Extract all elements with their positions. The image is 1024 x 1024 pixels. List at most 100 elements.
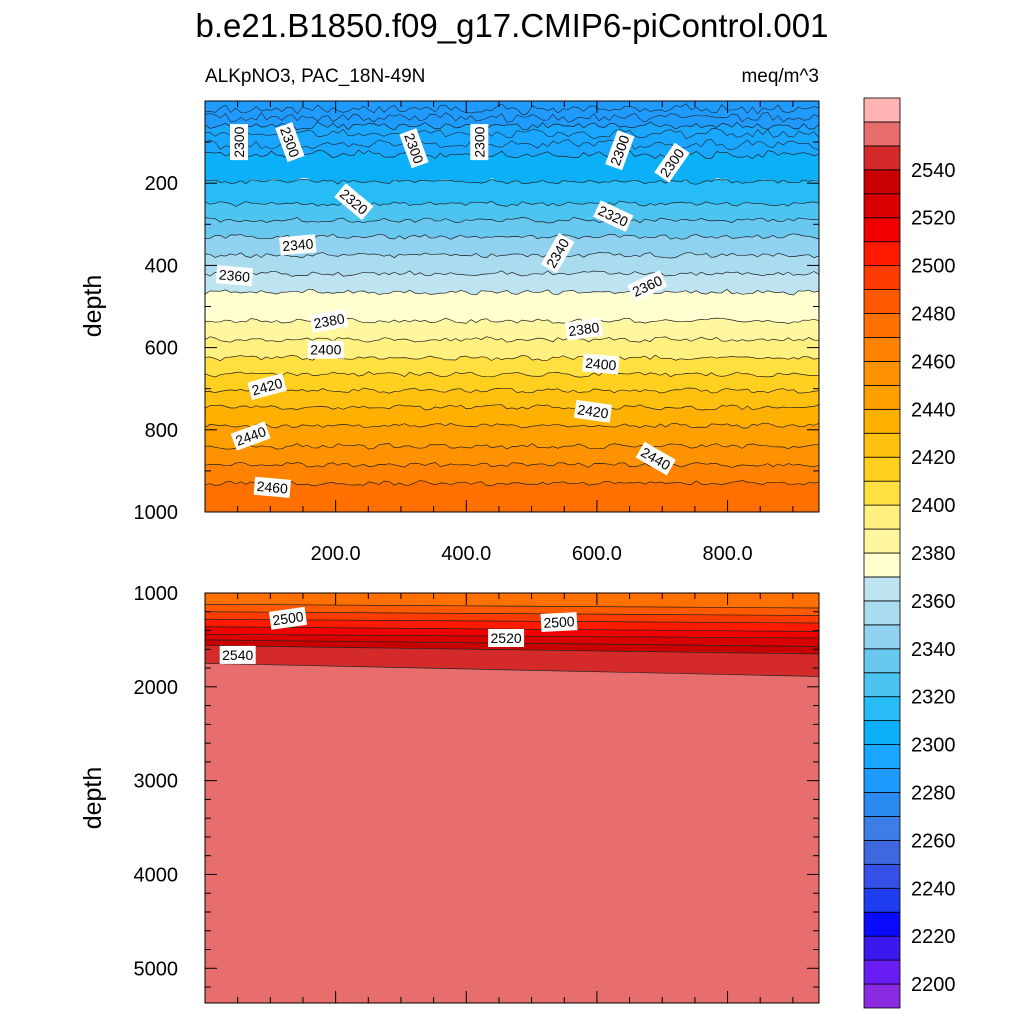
colorbar-segment	[863, 337, 901, 362]
colorbar-segment	[863, 600, 901, 626]
y-tick-label: 600	[145, 338, 178, 360]
contour-label-text: 2520	[491, 630, 522, 646]
colorbar-segment	[863, 169, 901, 195]
colorbar-segment	[863, 552, 901, 578]
contour-label: 2380	[309, 308, 349, 333]
bottom-panel-frame	[204, 592, 820, 1004]
contour-line	[205, 618, 819, 624]
colorbar-segment	[863, 480, 901, 506]
contour-label: 2460	[253, 476, 292, 498]
colorbar-tick-label: 2380	[911, 543, 956, 565]
colorbar-segment	[863, 696, 901, 722]
colorbar-segment	[863, 720, 901, 745]
colorbar-tick-label: 2440	[911, 399, 956, 421]
contour-band	[205, 663, 819, 1003]
contour-line	[205, 178, 819, 185]
contour-line	[205, 354, 819, 362]
contour-label: 2400	[307, 340, 344, 359]
colorbar-segment	[863, 528, 901, 554]
contour-label: 2500	[540, 612, 578, 633]
contour-band	[205, 288, 819, 324]
colorbar-tick-label: 2360	[911, 591, 956, 613]
colorbar-segment	[863, 121, 901, 147]
chart-title: b.e21.B1850.f09_g17.CMIP6-piControl.001	[196, 7, 829, 44]
colorbar-segment	[863, 408, 901, 434]
contour-label-text: 2360	[218, 266, 251, 285]
contour-label: 2340	[279, 234, 317, 256]
contour-line	[205, 422, 819, 429]
contour-label-text: 2500	[543, 613, 575, 631]
contour-label-text: 2420	[250, 375, 284, 399]
colorbar-segment	[863, 816, 901, 841]
contour-label-text: 2420	[576, 401, 609, 421]
colorbar-segment	[863, 887, 901, 913]
colorbar-segment	[863, 792, 901, 817]
top-panel-axes: 200 400 600 800 1000 200.0 400.0 600.0 800.0	[134, 101, 819, 565]
colorbar-segment	[863, 648, 901, 674]
contour-label: 2380	[564, 317, 603, 341]
contour-line	[205, 103, 819, 116]
contour-band	[205, 593, 819, 609]
y-tick-label: 5000	[134, 958, 179, 980]
contour-line	[205, 217, 819, 224]
contour-line	[205, 252, 819, 259]
x-tick-label: 200.0	[311, 543, 361, 565]
contour-line	[205, 603, 819, 609]
contour-label: 2300	[470, 124, 489, 161]
colorbar-segment	[863, 768, 901, 793]
top-panel-filled-contours	[205, 101, 819, 512]
colorbar-segment	[863, 504, 901, 530]
contour-line	[205, 112, 819, 123]
bottom-panel-ylabel: depth	[79, 767, 107, 830]
contour-line	[205, 371, 819, 378]
contour-line	[205, 480, 819, 487]
contour-label-text: 2300	[231, 126, 247, 157]
bottom-panel-contour-labels: 2500 2500 2520 2540	[219, 606, 578, 664]
colorbar-segment	[863, 672, 901, 698]
colorbar-tick-label: 2280	[911, 783, 956, 805]
contour-line	[205, 663, 819, 677]
x-tick-label: 800.0	[703, 543, 753, 565]
contour-label-text: 2500	[271, 608, 304, 628]
contour-label: 2500	[268, 606, 308, 630]
colorbar-tick-label: 2540	[911, 160, 956, 182]
contour-line	[205, 645, 819, 655]
contour-line	[205, 139, 819, 150]
colorbar-tick-label: 2500	[911, 256, 956, 278]
contour-line	[205, 611, 819, 616]
colorbar-segment	[863, 959, 901, 985]
top-panel-ylabel: depth	[79, 275, 107, 338]
y-tick-label: 200	[145, 173, 178, 195]
colorbar-segment	[863, 456, 901, 482]
chart-subtitle-left: ALKpNO3, PAC_18N-49N	[205, 66, 425, 87]
contour-label: 2520	[488, 629, 525, 647]
contour-line	[205, 128, 819, 140]
contour-label: 2360	[215, 265, 254, 287]
colorbar-tick-label: 2460	[911, 351, 956, 373]
contour-label: 2400	[582, 353, 620, 375]
colorbar-segment	[863, 289, 901, 314]
contour-label-text: 2300	[471, 126, 487, 157]
y-tick-label: 2000	[134, 677, 179, 699]
colorbar-segment	[863, 839, 901, 865]
contour-line	[205, 387, 819, 394]
contour-label: 2420	[247, 373, 287, 400]
y-tick-label: 3000	[134, 771, 179, 793]
contour-label-text: 2400	[310, 342, 341, 358]
contour-line	[205, 443, 819, 450]
colorbar-segment	[863, 97, 901, 123]
colorbar-tick-label: 2260	[911, 830, 956, 852]
contour-label: 2300	[230, 124, 248, 161]
colorbar-segment	[863, 983, 901, 1009]
colorbar-segment	[863, 744, 901, 769]
contour-label-text: 2340	[282, 235, 315, 254]
colorbar-tick-label: 2320	[911, 687, 956, 709]
contour-label-text: 2380	[312, 310, 346, 331]
colorbar-tick-label: 2340	[911, 639, 956, 661]
colorbar-tick-label: 2400	[911, 495, 956, 517]
colorbar: 2200 2220 2240 2260 2280 2300 2320 2340 2360 2380…	[863, 97, 956, 1009]
contour-line	[205, 288, 819, 296]
colorbar-segment	[863, 241, 901, 267]
colorbar-segment	[863, 911, 901, 937]
